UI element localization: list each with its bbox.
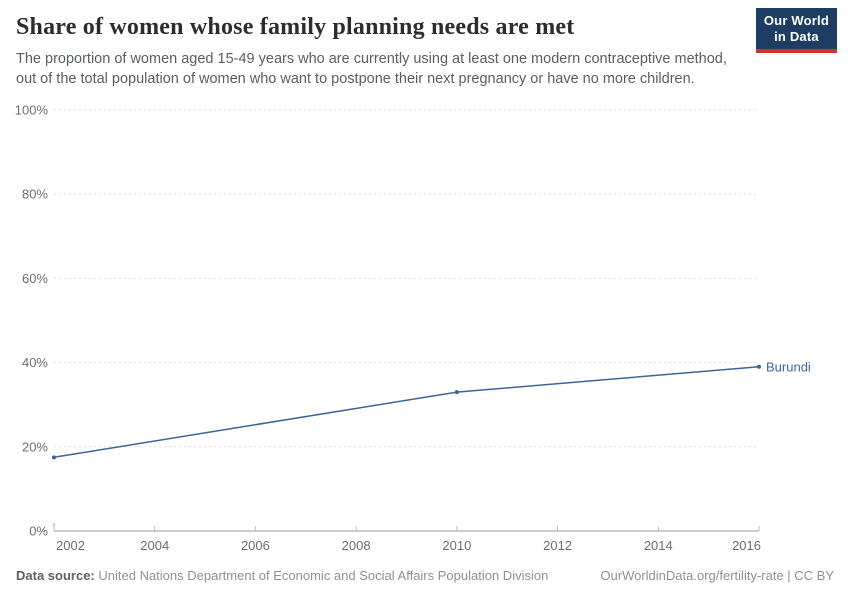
entity-label[interactable]: Burundi <box>766 359 811 374</box>
data-point[interactable] <box>52 455 56 460</box>
y-tick-label: 20% <box>22 439 48 454</box>
y-tick-label: 100% <box>15 103 49 118</box>
chart-footer: Data source: United Nations Department o… <box>16 568 834 583</box>
x-tick-label: 2006 <box>241 538 270 553</box>
footer-license-link[interactable]: OurWorldinData.org/fertility-rate | CC B… <box>600 568 834 583</box>
data-point[interactable] <box>454 390 459 395</box>
owid-logo-line2: in Data <box>774 29 819 44</box>
y-tick-label: 40% <box>22 355 48 370</box>
chart-subtitle: The proportion of women aged 15-49 years… <box>16 50 727 89</box>
data-source: Data source: United Nations Department o… <box>16 568 548 583</box>
x-tick-label: 2016 <box>732 538 761 553</box>
page-title: Share of women whose family planning nee… <box>16 14 575 40</box>
y-tick-label: 80% <box>22 187 48 202</box>
data-source-label: Data source: <box>16 568 95 583</box>
x-tick-label: 2010 <box>442 538 471 553</box>
x-tick-label: 2012 <box>543 538 572 553</box>
x-tick-label: 2014 <box>644 538 673 553</box>
series-line[interactable] <box>53 366 760 459</box>
x-tick-label: 2004 <box>140 538 169 553</box>
data-point[interactable] <box>757 364 761 369</box>
x-tick-label: 2002 <box>56 538 85 553</box>
x-tick-label: 2008 <box>342 538 371 553</box>
chart-subtitle-line2: out of the total population of women who… <box>16 70 695 87</box>
owid-logo-line1: Our World <box>763 13 829 28</box>
owid-logo[interactable]: Our World in Data <box>755 8 837 53</box>
chart-subtitle-line1: The proportion of women aged 15-49 years… <box>16 51 727 67</box>
y-tick-label: 60% <box>22 271 48 286</box>
data-source-text: United Nations Department of Economic an… <box>98 568 549 583</box>
y-tick-label: 0% <box>29 524 48 539</box>
